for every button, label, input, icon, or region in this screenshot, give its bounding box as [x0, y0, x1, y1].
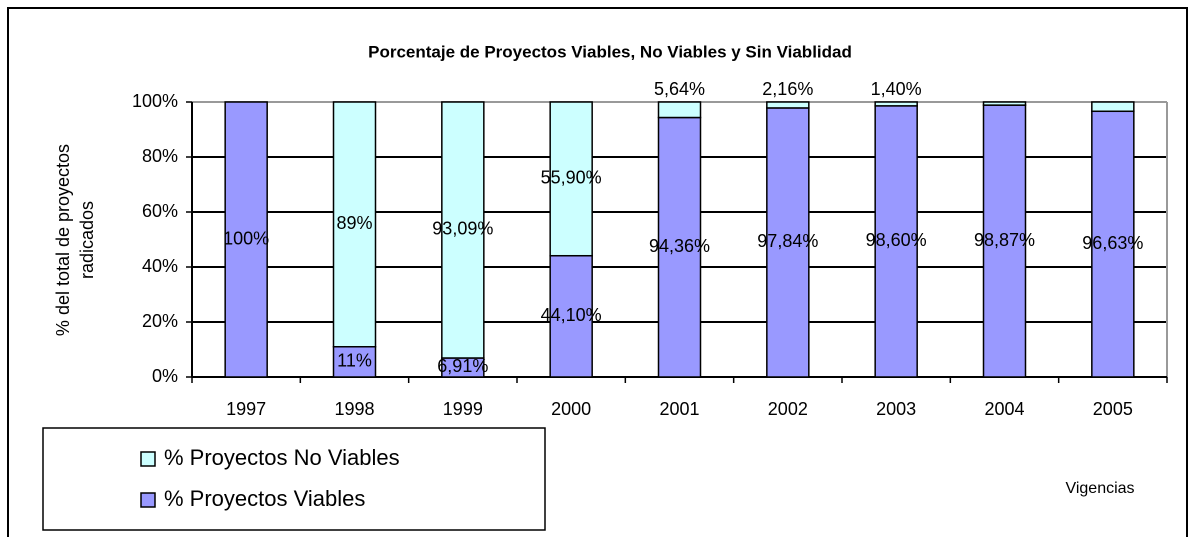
value-label: 94,36% [649, 236, 710, 256]
value-label: 93,09% [432, 219, 493, 239]
value-label: 11% [337, 351, 372, 371]
x-tick-label: 2005 [1093, 399, 1133, 419]
y-axis-title: % del total de proyectos radicados [53, 144, 97, 336]
value-label: 100% [223, 228, 269, 248]
y-tick-label: 80% [142, 146, 178, 166]
value-label: 89% [336, 213, 372, 233]
x-tick-label: 2002 [768, 399, 808, 419]
value-label: 97,84% [757, 231, 818, 251]
bar-segment [1091, 101, 1135, 113]
value-label: 96,63% [1082, 233, 1143, 253]
y-axis-title-line: radicados [77, 201, 97, 279]
bar-segment [224, 101, 268, 378]
x-tick-label: 2004 [984, 399, 1024, 419]
bar-segment [441, 101, 485, 359]
legend-box [42, 427, 546, 531]
y-tick-label: 40% [142, 256, 178, 276]
x-tick-label: 2003 [876, 399, 916, 419]
legend-swatch [140, 492, 156, 508]
x-tick-label: 1999 [443, 399, 483, 419]
bar-segment [657, 116, 702, 378]
y-tick-label: 20% [142, 311, 178, 331]
value-label: 2,16% [762, 79, 813, 99]
y-tick-label: 0% [152, 366, 178, 386]
bar-segment [1091, 110, 1135, 378]
x-tick-label: 2001 [659, 399, 699, 419]
value-label: 98,87% [974, 230, 1035, 250]
bar-segment [332, 346, 377, 378]
y-tick-label: 60% [142, 201, 178, 221]
bar-segment [874, 105, 918, 378]
bar-segment [549, 101, 593, 257]
bar-segment [657, 101, 702, 119]
value-label: 98,60% [866, 230, 927, 250]
y-axis-title-line: % del total de proyectos [53, 144, 73, 336]
bar-segment [874, 101, 918, 107]
y-tick-label: 100% [132, 91, 178, 111]
legend-label: % Proyectos No Viables [164, 445, 400, 470]
x-tick-label: 2000 [551, 399, 591, 419]
chart-frame [7, 7, 1188, 537]
value-label: 44,10% [541, 305, 602, 325]
legend-label: % Proyectos Viables [164, 486, 365, 511]
bar-segment [549, 254, 593, 378]
chart-title: Porcentaje de Proyectos Viables, No Viab… [368, 42, 852, 61]
bar-segment [982, 104, 1027, 378]
bar-segment [766, 101, 810, 109]
x-tick-label: 1997 [226, 399, 266, 419]
bar-segment [332, 101, 377, 348]
legend-swatch [140, 451, 156, 467]
value-label: 5,64% [654, 79, 705, 99]
value-label: 55,90% [541, 168, 602, 188]
x-tick-label: 1998 [334, 399, 374, 419]
value-label: 1,40% [871, 79, 922, 99]
bar-segment [982, 101, 1027, 106]
x-axis-title: Vigencias [1065, 480, 1134, 497]
value-label: 6,91% [437, 356, 488, 376]
